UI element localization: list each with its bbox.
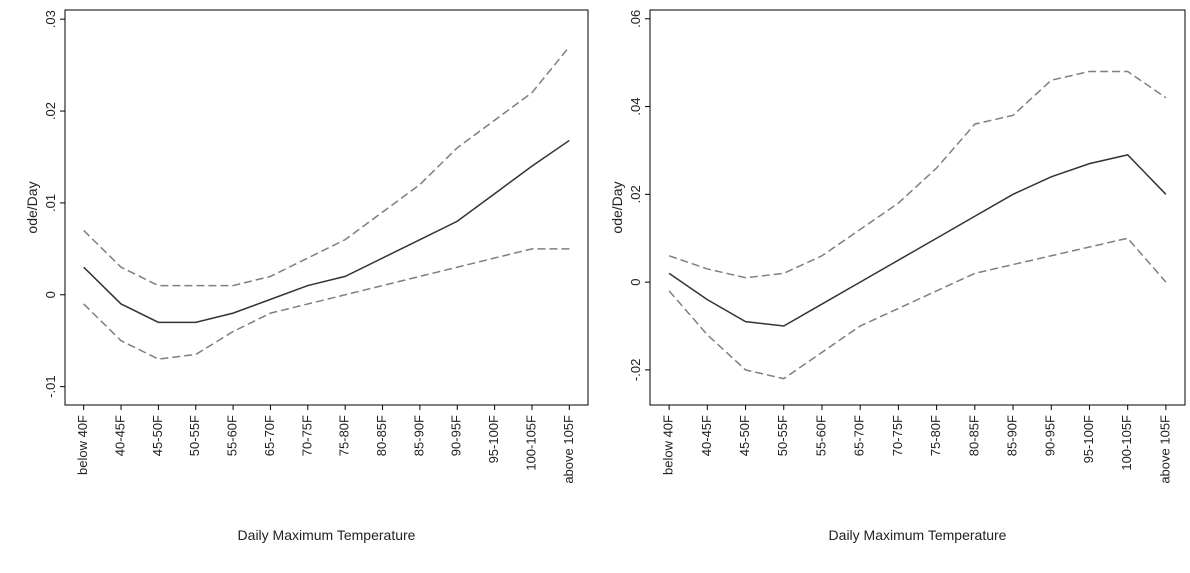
x-tick-label: 95-100F [1081, 415, 1096, 463]
plot-frame [64, 9, 589, 406]
x-tick-label: 100-105F [523, 415, 538, 471]
y-tick-label: -.02 [628, 359, 643, 381]
x-tick-label: above 105F [1157, 415, 1172, 484]
y-tick-label: .01 [43, 194, 58, 212]
y-axis-title: ode/Day [609, 181, 625, 233]
series-line [83, 46, 570, 287]
x-tick-label: below 40F [661, 415, 676, 475]
x-axis-title: Daily Maximum Temperature [829, 527, 1007, 543]
x-tick-label: 75-80F [928, 415, 943, 456]
x-tick-label: 45-50F [150, 415, 165, 456]
x-tick-label: 95-100F [486, 415, 501, 463]
y-tick-label: 0 [43, 291, 58, 298]
x-tick-label: 85-90F [1004, 415, 1019, 456]
x-tick-label: above 105F [561, 415, 576, 484]
y-tick-label: .06 [628, 10, 643, 28]
x-axis-title: Daily Maximum Temperature [238, 527, 416, 543]
x-tick-label: 80-85F [966, 415, 981, 456]
plot-frame [649, 9, 1186, 406]
x-tick-label: 90-95F [449, 415, 464, 456]
y-tick-label: .02 [43, 102, 58, 120]
y-tick-label: .04 [628, 98, 643, 116]
y-tick-label: 0 [628, 278, 643, 285]
x-tick-label: 65-70F [262, 415, 277, 456]
y-axis-title: ode/Day [24, 181, 40, 233]
x-tick-label: 40-45F [699, 415, 714, 456]
series-line [83, 248, 570, 360]
x-tick-label: 90-95F [1043, 415, 1058, 456]
x-tick-label: 75-80F [337, 415, 352, 456]
series-line [83, 139, 570, 324]
x-tick-label: 70-75F [890, 415, 905, 456]
x-tick-label: 50-55F [187, 415, 202, 456]
x-tick-label: 80-85F [374, 415, 389, 456]
y-tick-label: -.01 [43, 375, 58, 397]
x-tick-label: 55-60F [225, 415, 240, 456]
x-tick-label: 40-45F [112, 415, 127, 456]
x-tick-label: 100-105F [1119, 415, 1134, 471]
x-tick-label: 65-70F [852, 415, 867, 456]
series-line [668, 237, 1167, 380]
series-line [668, 154, 1167, 327]
series-line [668, 70, 1167, 279]
x-tick-label: 45-50F [737, 415, 752, 456]
y-tick-label: .03 [43, 10, 58, 28]
x-tick-label: 70-75F [299, 415, 314, 456]
x-tick-label: 55-60F [813, 415, 828, 456]
x-tick-label: 85-90F [411, 415, 426, 456]
x-tick-label: 50-55F [775, 415, 790, 456]
y-tick-label: .02 [628, 185, 643, 203]
x-tick-label: below 40F [75, 415, 90, 475]
